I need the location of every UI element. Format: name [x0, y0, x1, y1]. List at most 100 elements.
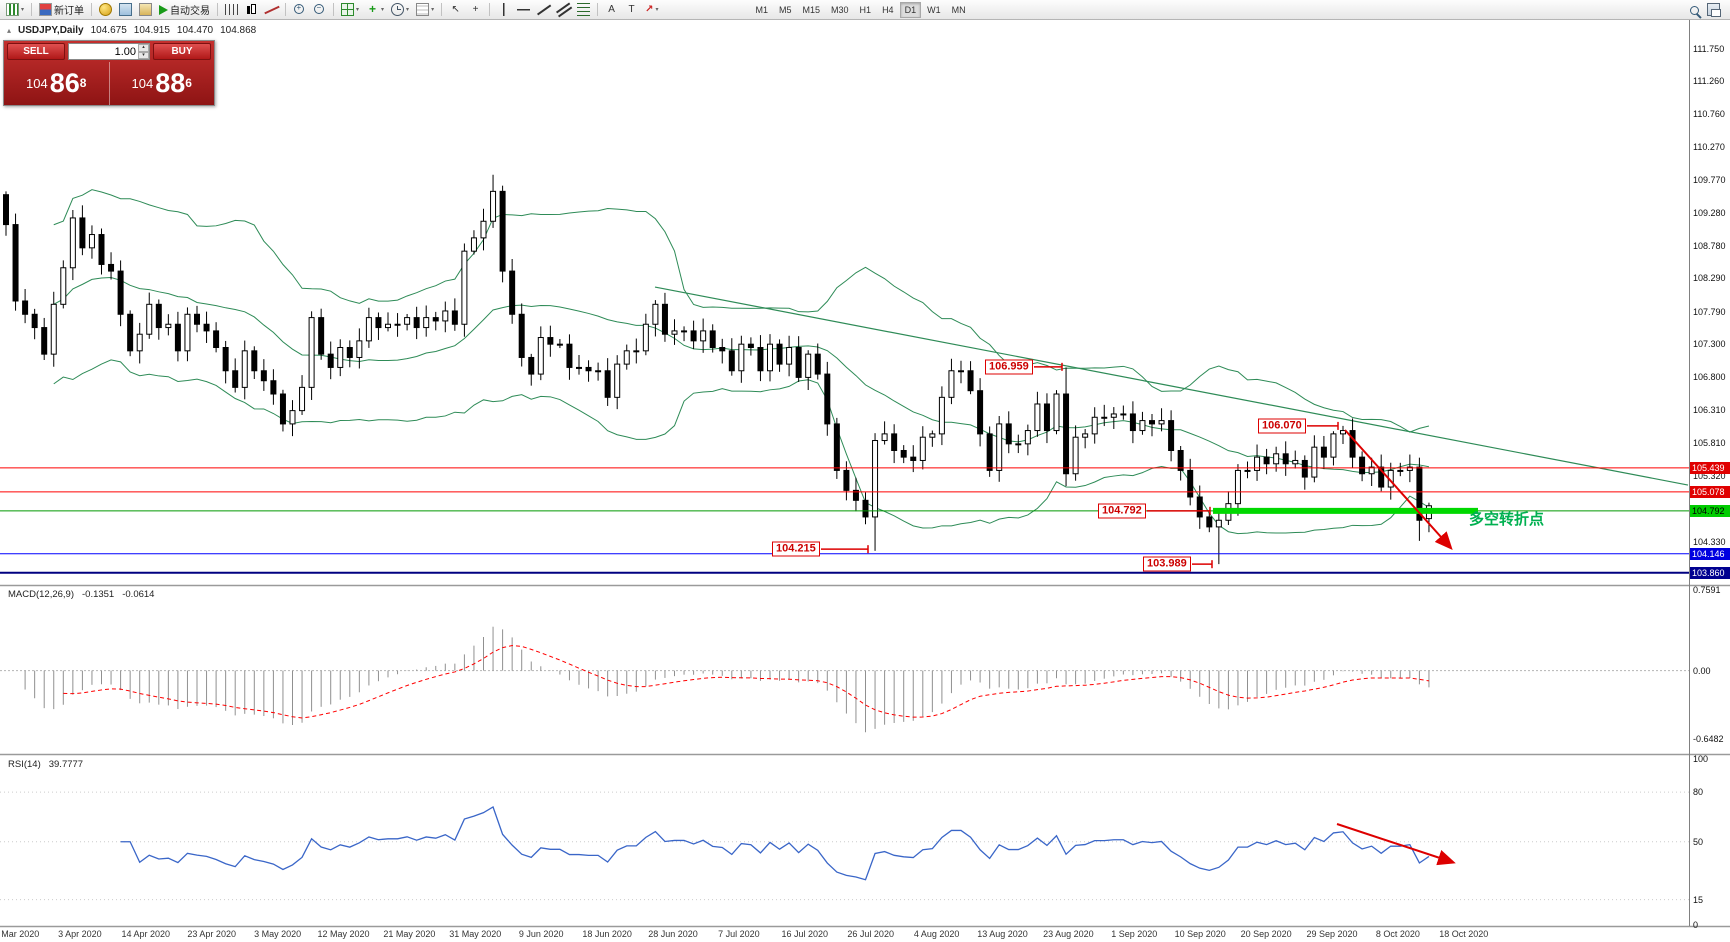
- text-label-icon: T: [628, 3, 635, 15]
- templates-icon: [416, 3, 430, 16]
- chevron-down-icon: ▾: [356, 6, 360, 13]
- sell-price[interactable]: 104 86 8: [4, 62, 109, 105]
- macd-label: MACD(12,26,9) -0.1351 -0.0614: [8, 589, 154, 600]
- date-label: 31 May 2020: [449, 929, 502, 939]
- toolbar-separator: [333, 3, 335, 16]
- timeframe-w1-button[interactable]: W1: [922, 2, 946, 18]
- price-tick: 105.810: [1693, 438, 1726, 449]
- chevron-down-icon: ▾: [406, 6, 410, 13]
- price-tick: 106.800: [1693, 372, 1726, 383]
- timeframe-m30-button[interactable]: M30: [826, 2, 854, 18]
- new-order-label: 新订单: [54, 6, 85, 17]
- timeframe-m1-button[interactable]: M1: [750, 2, 773, 18]
- zoom-in-icon: [293, 3, 306, 16]
- horizontal-line-button[interactable]: [514, 1, 533, 18]
- volume-input[interactable]: [69, 44, 138, 59]
- macd-value-main: -0.1351: [82, 589, 115, 600]
- vertical-line-button[interactable]: [494, 1, 513, 18]
- date-label: 1 Sep 2020: [1111, 929, 1158, 939]
- date-label: 20 Sep 2020: [1240, 929, 1292, 939]
- date-label: 7 Jul 2020: [718, 929, 760, 939]
- new-order-icon: [39, 3, 53, 16]
- bar-chart-button[interactable]: [222, 1, 241, 18]
- toolbar-separator: [285, 3, 287, 16]
- chart-windows-button[interactable]: [1704, 1, 1723, 18]
- trendline-button[interactable]: [534, 1, 553, 18]
- price-badge: 103.860: [1690, 566, 1730, 579]
- market-watch-button[interactable]: [96, 1, 115, 18]
- channel-button[interactable]: [554, 1, 573, 18]
- timeframe-mn-button[interactable]: MN: [947, 2, 971, 18]
- price-tick: 110.270: [1693, 141, 1725, 152]
- data-window-button[interactable]: [116, 1, 135, 18]
- buy-price-prefix: 104: [131, 76, 154, 91]
- date-label: 25 Mar 2020: [0, 929, 40, 939]
- zoom-out-button[interactable]: [310, 1, 329, 18]
- line-chart-button[interactable]: [262, 1, 281, 18]
- rsi-scale-label: 100: [1693, 754, 1709, 764]
- toolbar-separator: [31, 3, 33, 16]
- bar-chart-icon: [225, 4, 239, 15]
- market-watch-icon: [99, 3, 113, 16]
- fibonacci-button[interactable]: [574, 1, 593, 18]
- crosshair-button[interactable]: +: [466, 1, 485, 18]
- price-annotation: 104.215: [772, 541, 820, 557]
- price-badge: 104.792: [1690, 504, 1730, 517]
- one-click-trading-panel: SELL ▴ ▾ BUY 104 86 8 104 88 6: [3, 40, 215, 106]
- buy-price[interactable]: 104 88 6: [110, 62, 215, 105]
- one-click-collapse-toggle[interactable]: ▴: [7, 26, 12, 35]
- navigator-button[interactable]: [136, 1, 155, 18]
- date-label: 3 May 2020: [254, 929, 302, 939]
- cursor-button[interactable]: ↖: [446, 1, 465, 18]
- new-order-button[interactable]: 新订单: [36, 1, 87, 18]
- timeframe-h4-button[interactable]: H4: [877, 2, 899, 18]
- chevron-down-icon: ▾: [381, 6, 385, 13]
- crosshair-icon: +: [472, 3, 479, 15]
- volume-decrease-button[interactable]: ▾: [138, 51, 149, 59]
- price-tick: 109.280: [1693, 207, 1726, 218]
- date-label: 23 Aug 2020: [1043, 929, 1094, 939]
- auto-trading-button[interactable]: 自动交易: [156, 1, 213, 18]
- volume-increase-button[interactable]: ▴: [138, 44, 149, 52]
- search-icon: [1690, 5, 1699, 15]
- toolbar-separator: [441, 3, 443, 16]
- clock-icon: [391, 3, 405, 16]
- timeframe-d1-button[interactable]: D1: [899, 1, 922, 18]
- price-tick: 108.780: [1693, 240, 1726, 251]
- search-button[interactable]: [1685, 1, 1704, 18]
- timeframe-h1-button[interactable]: H1: [855, 2, 877, 18]
- templates-button[interactable]: ▾: [413, 1, 437, 18]
- date-label: 28 Jun 2020: [648, 929, 698, 939]
- arrows-button[interactable]: ↗ ▾: [642, 1, 661, 18]
- text-button[interactable]: A: [602, 1, 621, 18]
- sell-button[interactable]: SELL: [7, 43, 65, 60]
- new-chart-icon: [6, 3, 19, 16]
- timeframe-m15-button[interactable]: M15: [798, 2, 826, 18]
- candlestick-chart-button[interactable]: [242, 1, 261, 18]
- ohlc-close: 104.868: [220, 25, 257, 36]
- price-annotation: 104.792: [1098, 503, 1146, 519]
- periods-button[interactable]: ▾: [388, 1, 412, 18]
- toolbar-separator: [597, 3, 599, 16]
- date-label: 10 Sep 2020: [1174, 929, 1226, 939]
- buy-button[interactable]: BUY: [153, 43, 211, 60]
- macd-scale-label: 0.7591: [1693, 584, 1721, 595]
- timeframe-m5-button[interactable]: M5: [774, 2, 797, 18]
- indicators-button[interactable]: ▾: [363, 1, 387, 18]
- date-label: 13 Aug 2020: [977, 929, 1028, 939]
- rsi-scale-label: 80: [1693, 787, 1704, 798]
- navigator-icon: [139, 3, 153, 16]
- arrow-icon: ↗: [645, 3, 654, 15]
- new-chart-button[interactable]: ▾: [3, 1, 27, 18]
- date-label: 3 Apr 2020: [58, 929, 102, 939]
- chevron-down-icon: ▾: [21, 6, 25, 13]
- volume-field: ▴ ▾: [68, 43, 150, 60]
- zoom-in-button[interactable]: [290, 1, 309, 18]
- tile-windows-button[interactable]: ▾: [338, 1, 362, 18]
- date-label: 18 Oct 2020: [1439, 929, 1489, 939]
- rsi-label: RSI(14) 39.7777: [8, 759, 83, 770]
- text-label-button[interactable]: T: [622, 1, 641, 18]
- indicators-icon: [366, 3, 379, 16]
